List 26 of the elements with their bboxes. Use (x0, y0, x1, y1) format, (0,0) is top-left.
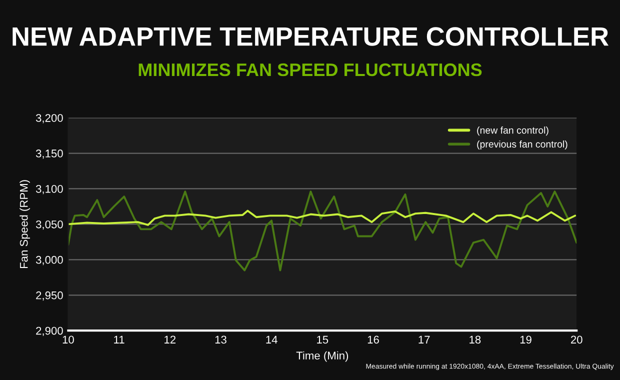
x-tick-label: 16 (368, 336, 379, 344)
x-axis-title: Time (Min) (296, 351, 348, 362)
x-tick-label: 18 (470, 336, 481, 344)
x-tick-label: 14 (266, 336, 278, 344)
x-tick-label: 10 (62, 336, 74, 344)
x-tick-label: 12 (164, 336, 176, 344)
y-tick-label: 3,150 (36, 150, 63, 159)
chart-title: NEW ADAPTIVE TEMPERATURE CONTROLLER (12, 27, 609, 46)
x-tick-label: 15 (317, 336, 328, 344)
chart-subtitle: MINIMIZES FAN SPEED FLUCTUATIONS (138, 63, 482, 76)
line-series (68, 190, 577, 272)
x-tick-label: 13 (215, 336, 226, 344)
x-tick-label: 20 (570, 336, 582, 344)
y-tick-label: 3,050 (36, 220, 63, 230)
y-axis-title: Fan Speed (RPM) (20, 180, 30, 268)
y-tick-label: 3,200 (36, 114, 63, 124)
legend-label: (previous fan control) (477, 140, 568, 150)
y-tick-label: 3,000 (36, 256, 63, 266)
y-tick-label: 2,950 (36, 291, 63, 301)
x-tick-label: 17 (418, 336, 430, 344)
x-tick-label: 11 (114, 336, 124, 344)
legend-label: (new fan control) (477, 126, 548, 136)
y-tick-label: 2,900 (36, 326, 63, 336)
y-tick-label: 3,100 (36, 185, 63, 194)
line-series (68, 210, 576, 226)
x-tick-label: 19 (520, 336, 532, 344)
